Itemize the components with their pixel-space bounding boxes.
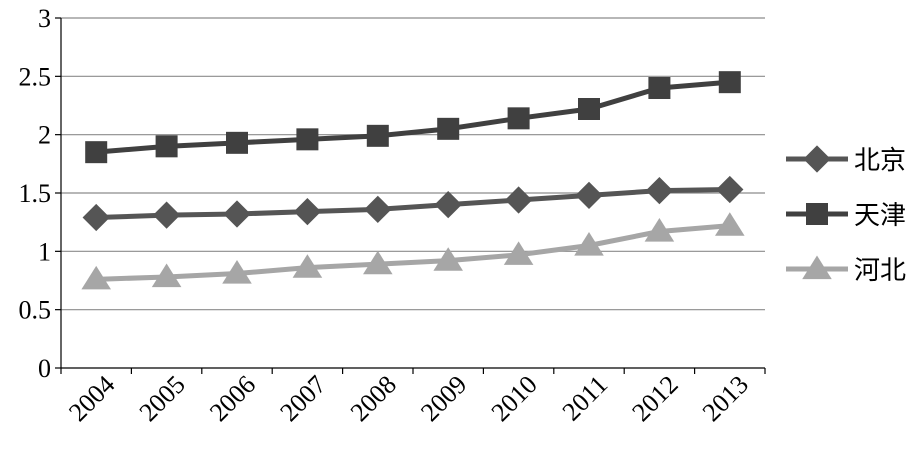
y-tick-label: 2.5 [19, 62, 52, 91]
data-point [85, 141, 108, 164]
data-point [293, 198, 322, 226]
series-0 [82, 175, 744, 232]
legend-label: 河北 [854, 256, 906, 286]
data-point [645, 177, 674, 205]
x-tick-label: 2013 [697, 370, 754, 427]
data-point [223, 200, 251, 228]
series-2 [81, 212, 745, 290]
series-line [96, 223, 731, 282]
x-tick-label: 2005 [134, 370, 191, 427]
data-point [226, 131, 248, 154]
y-tick-label: 0.5 [19, 296, 52, 325]
y-tick-label: 2 [38, 121, 51, 150]
gridlines [61, 17, 765, 311]
data-point [155, 135, 178, 158]
data-point [503, 241, 534, 265]
data-point [507, 107, 530, 130]
data-point [364, 195, 392, 223]
series-1 [85, 71, 741, 164]
data-point [81, 265, 111, 290]
series-line [96, 187, 730, 220]
data-point [578, 98, 600, 120]
series-layer [81, 71, 745, 290]
data-point [575, 181, 603, 209]
data-point [82, 203, 110, 232]
x-tick-label: 2009 [415, 370, 472, 427]
data-point [152, 201, 181, 229]
data-point [434, 191, 462, 219]
data-point [648, 77, 671, 99]
x-tick-label: 2008 [345, 370, 402, 427]
data-point [151, 263, 182, 288]
legend-swatch-marker [806, 203, 828, 225]
legend-entry: 北京 [786, 145, 906, 176]
data-point [433, 247, 463, 271]
data-point [437, 117, 460, 140]
data-point [644, 218, 675, 242]
legend-entry: 河北 [786, 255, 906, 286]
y-tick-label: 0 [38, 354, 51, 383]
legend-entry: 天津 [786, 201, 906, 231]
data-point [715, 212, 745, 236]
data-point [366, 124, 389, 147]
data-point [296, 128, 319, 151]
data-point [504, 186, 533, 214]
legend-label: 天津 [854, 201, 906, 231]
data-point [222, 260, 252, 284]
x-tick-label: 2004 [63, 370, 120, 427]
x-tick-label: 2012 [626, 370, 683, 427]
legend-label: 北京 [854, 146, 906, 176]
legend-swatch-marker [802, 255, 832, 280]
data-point [574, 232, 604, 256]
data-point [716, 175, 744, 204]
y-tick-label: 3 [38, 4, 51, 33]
data-point [718, 71, 741, 94]
x-tick-label: 2011 [557, 370, 614, 427]
x-tick-label: 2010 [486, 370, 543, 427]
y-tick-label: 1.5 [19, 179, 52, 208]
legend-swatch-marker [803, 145, 831, 173]
x-axis-ticks: 2004 2005 2006 2007 2008 2009 2010 2011 2012 2013 [60, 368, 766, 427]
series-line [95, 79, 731, 155]
x-tick-label: 2007 [274, 370, 331, 427]
data-point [292, 254, 323, 278]
y-tick-label: 1 [38, 237, 51, 266]
x-tick-label: 2006 [204, 370, 261, 427]
data-point [363, 250, 393, 275]
y-axis-ticks: 0 0.5 1 1.5 2 2.5 3 [19, 4, 61, 383]
